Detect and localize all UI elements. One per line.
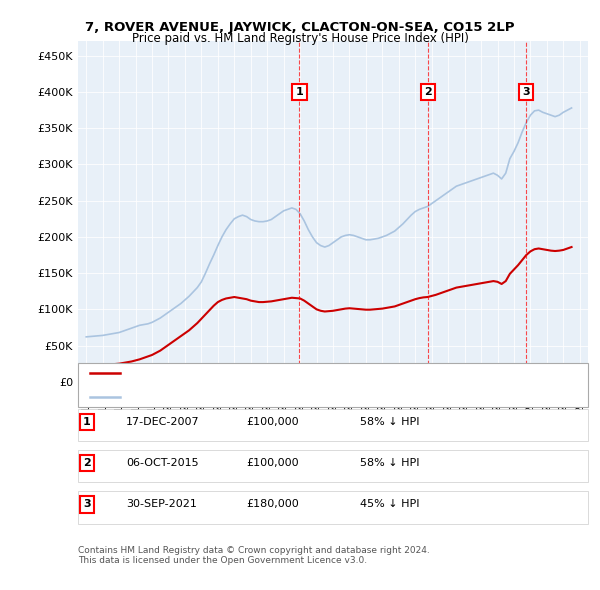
Text: 1: 1 [83,417,91,427]
Text: 7, ROVER AVENUE, JAYWICK, CLACTON-ON-SEA, CO15 2LP: 7, ROVER AVENUE, JAYWICK, CLACTON-ON-SEA… [85,21,515,34]
Text: 3: 3 [83,500,91,509]
Text: 2: 2 [424,87,431,97]
Text: 3: 3 [523,87,530,97]
Text: 58% ↓ HPI: 58% ↓ HPI [360,458,419,468]
Text: 7, ROVER AVENUE, JAYWICK, CLACTON-ON-SEA, CO15 2LP (detached house): 7, ROVER AVENUE, JAYWICK, CLACTON-ON-SEA… [129,369,502,378]
Text: 45% ↓ HPI: 45% ↓ HPI [360,500,419,509]
Text: Price paid vs. HM Land Registry's House Price Index (HPI): Price paid vs. HM Land Registry's House … [131,32,469,45]
Text: £100,000: £100,000 [246,458,299,468]
Text: 1: 1 [296,87,304,97]
Text: 30-SEP-2021: 30-SEP-2021 [126,500,197,509]
Text: £100,000: £100,000 [246,417,299,427]
Text: £180,000: £180,000 [246,500,299,509]
Text: 58% ↓ HPI: 58% ↓ HPI [360,417,419,427]
Text: 2: 2 [83,458,91,468]
Text: 17-DEC-2007: 17-DEC-2007 [126,417,200,427]
Text: 06-OCT-2015: 06-OCT-2015 [126,458,199,468]
Text: HPI: Average price, detached house, Tendring: HPI: Average price, detached house, Tend… [129,392,352,402]
Text: Contains HM Land Registry data © Crown copyright and database right 2024.
This d: Contains HM Land Registry data © Crown c… [78,546,430,565]
